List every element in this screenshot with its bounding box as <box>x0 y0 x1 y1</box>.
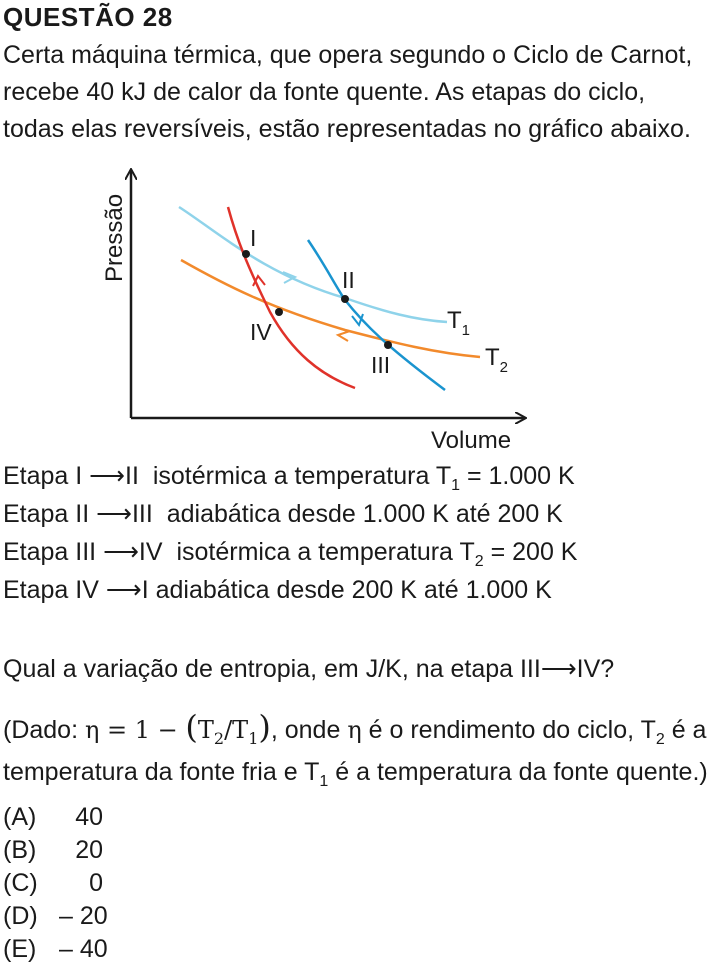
isotherm-t1-curve <box>178 205 448 324</box>
question-ask: Qual a variação de entropia, em J/K, na … <box>3 655 615 683</box>
point-label-ii: II <box>342 267 355 293</box>
arrow-right-icon: ⟶ <box>89 500 132 528</box>
step-1: Etapa I ⟶II isotérmica a temperatura T1 … <box>3 462 575 494</box>
isotherm-t2-label: T2 <box>485 344 508 376</box>
step-3: Etapa III ⟶IV isotérmica a temperatura T… <box>3 538 578 570</box>
point-label-i: I <box>250 225 256 251</box>
arrow-iii-iv-icon <box>335 330 351 342</box>
arrow-iv-i-icon <box>252 274 266 287</box>
arrow-right-icon: ⟶ <box>96 538 139 566</box>
question-intro: Certa máquina térmica, que opera segundo… <box>3 37 721 148</box>
x-axis-label: Volume <box>431 427 511 454</box>
point-label-iv: IV <box>250 319 272 345</box>
option-c[interactable]: (C) 0 <box>3 869 103 897</box>
adiabat-right-curve <box>306 239 446 391</box>
adiabat-left-curve <box>226 206 356 390</box>
isotherm-t2-curve <box>180 258 481 359</box>
option-b[interactable]: (B) 20 <box>3 836 103 864</box>
intro-line: todas elas reversíveis, estão representa… <box>3 115 691 143</box>
intro-line: recebe 40 kJ de calor da fonte quente. A… <box>3 78 646 106</box>
point-iv <box>275 308 283 316</box>
point-i <box>242 250 250 258</box>
option-d[interactable]: (D) – 20 <box>3 902 108 930</box>
arrow-i-ii-icon <box>282 271 298 284</box>
question-title: QUESTÃO 28 <box>3 2 173 32</box>
efficiency-formula: η = 1 − (T2/T1) <box>84 708 271 748</box>
arrow-right-icon: ⟶ <box>98 576 142 604</box>
arrow-ii-iii-icon <box>351 313 364 328</box>
step-2: Etapa II ⟶III adiabática desde 1.000 K a… <box>3 500 563 528</box>
point-ii <box>341 295 349 303</box>
carnot-cycle-diagram: Pressão Volume I II III IV T1 T2 <box>101 160 535 454</box>
point-iii <box>384 341 392 349</box>
given-line-1: (Dado: η = 1 − (T2/T1), onde η é o rendi… <box>3 708 707 748</box>
option-e[interactable]: (E) – 40 <box>3 935 108 963</box>
intro-line: Certa máquina térmica, que opera segundo… <box>3 41 693 69</box>
step-4: Etapa IV ⟶I adiabática desde 200 K até 1… <box>3 576 552 604</box>
arrow-right-icon: ⟶ <box>82 462 126 490</box>
given-line-2: temperatura da fonte fria e T1 é a tempe… <box>3 758 708 790</box>
point-label-iii: III <box>371 352 390 378</box>
arrow-right-icon: ⟶ <box>540 655 577 683</box>
y-axis-label: Pressão <box>101 194 128 282</box>
option-a[interactable]: (A) 40 <box>3 803 103 831</box>
isotherm-t1-label: T1 <box>447 307 470 339</box>
